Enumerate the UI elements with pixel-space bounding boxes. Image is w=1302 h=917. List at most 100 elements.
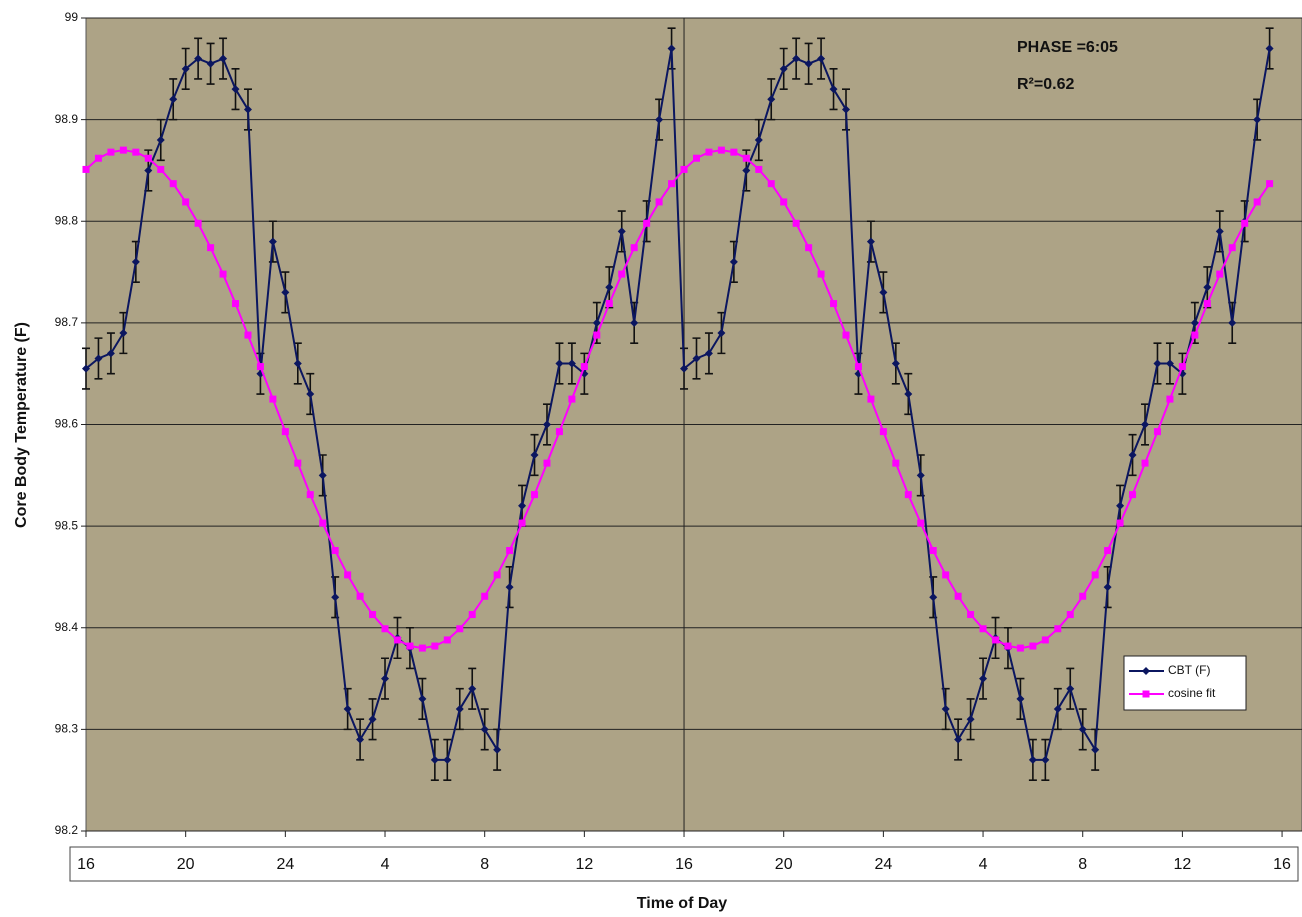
data-point [891, 359, 900, 368]
data-point [318, 471, 327, 480]
data-point [381, 625, 389, 633]
data-point [804, 59, 813, 68]
data-point [1053, 705, 1062, 714]
data-point [1191, 331, 1199, 339]
data-point [157, 165, 165, 173]
data-point [680, 165, 688, 173]
data-point [294, 459, 302, 467]
data-point [219, 270, 227, 278]
data-point [505, 583, 514, 592]
data-point [131, 257, 140, 266]
data-point [618, 270, 626, 278]
data-point [692, 154, 700, 162]
data-point [866, 237, 875, 246]
x-tick-label: 20 [775, 856, 793, 873]
data-point [207, 244, 215, 252]
data-point [319, 519, 327, 527]
data-point [1104, 547, 1112, 555]
data-point [830, 300, 838, 308]
data-point [567, 359, 576, 368]
data-point [1266, 180, 1274, 188]
data-point [518, 519, 526, 527]
data-point [879, 288, 888, 297]
data-point [655, 198, 663, 206]
data-point [867, 395, 875, 403]
data-point [456, 625, 464, 633]
data-point [244, 331, 252, 339]
data-point [1228, 318, 1237, 327]
data-point [643, 219, 651, 227]
data-point [169, 95, 178, 104]
data-point [954, 735, 963, 744]
data-point [729, 257, 738, 266]
data-point [493, 571, 501, 579]
data-point [854, 363, 862, 371]
data-point [82, 165, 90, 173]
data-point [1178, 363, 1186, 371]
data-point [817, 54, 826, 63]
data-point [1153, 428, 1161, 436]
data-point [468, 611, 476, 619]
data-point [1166, 395, 1174, 403]
y-tick-label: 98.3 [55, 722, 79, 736]
y-tick-label: 98.6 [55, 417, 79, 431]
data-point [543, 459, 551, 467]
data-point [182, 198, 190, 206]
data-point [368, 715, 377, 724]
data-point [1041, 755, 1050, 764]
data-point [842, 105, 850, 114]
data-point [481, 592, 489, 600]
y-tick-label: 98.9 [55, 112, 79, 126]
data-point [1129, 491, 1137, 499]
data-point [667, 44, 676, 53]
data-point [1054, 625, 1062, 633]
data-point [655, 115, 664, 124]
data-point [754, 135, 763, 144]
data-point [356, 592, 364, 600]
data-point [94, 354, 103, 363]
data-point [717, 146, 725, 154]
data-point [780, 198, 788, 206]
data-point [1116, 501, 1125, 510]
data-point [431, 642, 439, 650]
data-point [805, 244, 813, 252]
data-point [331, 547, 339, 555]
data-point [1153, 359, 1162, 368]
data-point [1016, 694, 1025, 703]
data-point [393, 636, 401, 644]
data-point [1228, 244, 1236, 252]
data-point [992, 636, 1000, 644]
data-point [418, 644, 426, 652]
data-point [1078, 725, 1087, 734]
data-point [917, 519, 925, 527]
data-point [1215, 227, 1224, 236]
data-point [1016, 644, 1024, 652]
data-point [555, 359, 564, 368]
data-point [904, 491, 912, 499]
data-point [243, 105, 252, 114]
data-point [1103, 583, 1112, 592]
y-axis-label: Core Body Temperature (F) [13, 322, 30, 528]
data-point [580, 363, 588, 371]
data-point [219, 54, 228, 63]
data-point [1203, 300, 1211, 308]
data-point [817, 270, 825, 278]
data-point [506, 547, 514, 555]
x-tick-label: 24 [874, 856, 892, 873]
data-point [381, 674, 390, 683]
data-point [879, 428, 887, 436]
data-point [792, 219, 800, 227]
data-point [592, 318, 601, 327]
data-point [942, 571, 950, 579]
x-tick-label: 8 [480, 856, 489, 873]
data-point [1116, 519, 1124, 527]
data-point [829, 85, 838, 94]
data-point [630, 244, 638, 252]
data-point [617, 227, 626, 236]
data-point [468, 684, 477, 693]
data-point [269, 395, 277, 403]
data-point [542, 420, 551, 429]
data-point [742, 166, 751, 175]
data-point [767, 95, 776, 104]
data-point [356, 735, 365, 744]
